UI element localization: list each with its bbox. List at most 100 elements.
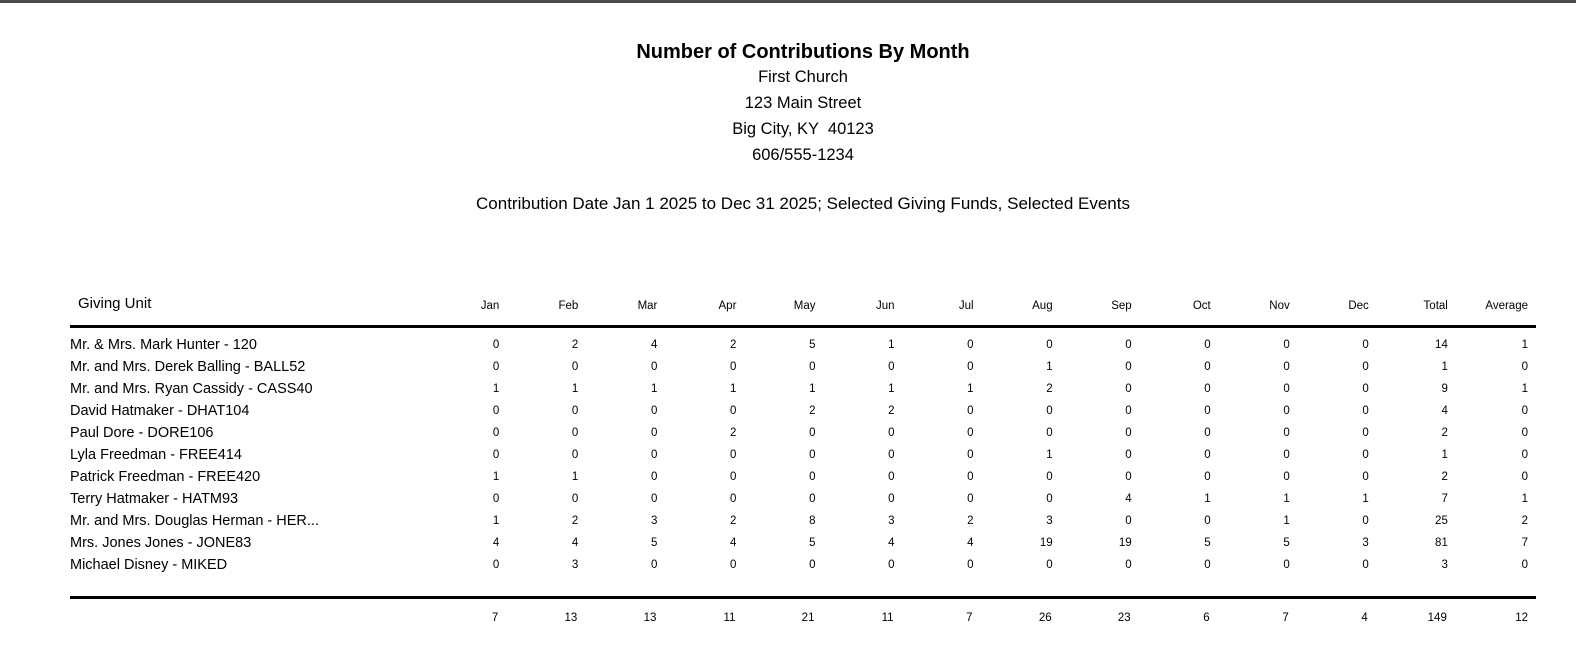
column-total-cell: 12: [1447, 596, 1536, 626]
table-row: Michael Disney - MIKED 0 3 0 0 0 0 0 0 0 0 0 0 3 0: [70, 554, 1536, 598]
value-cell: 3: [650, 515, 658, 527]
value-cell: 0: [1283, 471, 1290, 483]
column-header-feb: Feb: [499, 295, 579, 328]
value-cell: 1: [967, 383, 974, 395]
value-cell: 3: [888, 515, 895, 527]
value-cell: 0: [730, 559, 737, 571]
column-total-cell: 13: [499, 596, 579, 626]
value-cell: 7: [1441, 493, 1448, 505]
value-cell: 4: [1125, 493, 1132, 505]
giving-unit-name: Mr. and Mrs. Derek Balling - BALL52: [70, 359, 306, 375]
report-page: Number of Contributions By Month First C…: [70, 40, 1536, 626]
value-cell: 4: [492, 537, 500, 549]
value-cell: 0: [1125, 339, 1132, 351]
value-cell: 0: [492, 339, 500, 351]
value-cell: 4: [1441, 405, 1448, 417]
value-cell: 19: [1118, 537, 1132, 549]
column-total-cell: 21: [736, 596, 816, 626]
value-cell: 0: [967, 493, 974, 505]
value-cell: 0: [1521, 361, 1528, 373]
value-cell: 1: [1204, 493, 1211, 505]
value-cell: 1: [730, 383, 737, 395]
column-header-mar: Mar: [578, 295, 658, 328]
giving-unit-name: David Hatmaker - DHAT104: [70, 403, 250, 419]
column-header-aug: Aug: [973, 295, 1053, 328]
value-cell: 0: [1521, 449, 1528, 461]
value-cell: 0: [1362, 427, 1369, 439]
value-cell: 14: [1435, 339, 1448, 351]
column-total-cell: 6: [1131, 596, 1211, 626]
value-cell: 0: [1283, 405, 1290, 417]
window-top-edge: [0, 0, 1576, 3]
value-cell: 5: [809, 537, 816, 549]
report-header: Number of Contributions By Month First C…: [70, 40, 1536, 214]
value-cell: 0: [809, 449, 816, 461]
value-cell: 2: [730, 427, 737, 439]
column-header-may: May: [736, 295, 816, 328]
value-cell: 25: [1435, 515, 1448, 527]
value-cell: 0: [1125, 427, 1132, 439]
value-cell: 1: [492, 383, 500, 395]
table-row: Patrick Freedman - FREE420 1 1 0 0 0 0 0 0 0 0 0 0 2 0: [70, 466, 1536, 488]
column-total-cell: 149: [1368, 596, 1448, 626]
value-cell: 5: [1283, 537, 1290, 549]
value-cell: 2: [571, 339, 579, 351]
value-cell: 2: [1521, 515, 1528, 527]
value-cell: 0: [650, 559, 658, 571]
value-cell: 1: [1362, 493, 1369, 505]
contributions-table: Giving Unit Jan Feb Mar Apr May Jun Jul Aug Sep O…: [70, 295, 1536, 626]
value-cell: 0: [888, 427, 895, 439]
report-criteria: Contribution Date Jan 1 2025 to Dec 31 2…: [476, 194, 1130, 213]
value-cell: 0: [1362, 515, 1369, 527]
value-cell: 0: [492, 559, 500, 571]
value-cell: 1: [1441, 361, 1448, 373]
giving-unit-name: Mr. & Mrs. Mark Hunter - 120: [70, 337, 257, 353]
value-cell: 0: [1204, 339, 1211, 351]
report-title: Number of Contributions By Month: [636, 41, 970, 63]
value-cell: 0: [1521, 427, 1528, 439]
value-cell: 0: [571, 361, 579, 373]
value-cell: 4: [888, 537, 895, 549]
column-header-jun: Jun: [815, 295, 895, 328]
value-cell: 2: [888, 405, 895, 417]
table-body: Mr. & Mrs. Mark Hunter - 120 0 2 4 2 5 1 0 0 0 0 0 0…: [70, 327, 1536, 598]
column-header-dec: Dec: [1289, 295, 1369, 328]
value-cell: 0: [571, 427, 579, 439]
value-cell: 0: [809, 427, 816, 439]
value-cell: 0: [1125, 515, 1132, 527]
column-header-apr: Apr: [657, 295, 737, 328]
column-total-cell: 7: [420, 596, 500, 626]
value-cell: 0: [650, 405, 658, 417]
value-cell: 0: [1125, 383, 1132, 395]
value-cell: 1: [571, 383, 579, 395]
value-cell: 5: [1204, 537, 1211, 549]
value-cell: 0: [730, 471, 737, 483]
value-cell: 3: [1046, 515, 1053, 527]
column-total-cell: 4: [1289, 596, 1369, 626]
value-cell: 0: [1204, 449, 1211, 461]
table-row: Mr. & Mrs. Mark Hunter - 120 0 2 4 2 5 1 0 0 0 0 0 0…: [70, 327, 1536, 357]
table-row: Paul Dore - DORE106 0 0 0 2 0 0 0 0 0 0 0 0 2 0: [70, 422, 1536, 444]
value-cell: 1: [888, 383, 895, 395]
value-cell: 0: [888, 493, 895, 505]
giving-unit-column-header: Giving Unit: [70, 295, 421, 328]
table-row: Mrs. Jones Jones - JONE83 4 4 5 4 5 4 4 19 19 5 5 3 8…: [70, 532, 1536, 554]
value-cell: 0: [1046, 405, 1053, 417]
totals-row-spacer: [70, 596, 421, 626]
value-cell: 0: [492, 449, 500, 461]
organization-name: First Church: [758, 68, 848, 86]
column-total-cell: 11: [815, 596, 895, 626]
value-cell: 4: [967, 537, 974, 549]
value-cell: 1: [492, 515, 500, 527]
value-cell: 0: [1283, 339, 1290, 351]
value-cell: 1: [1441, 449, 1448, 461]
value-cell: 0: [967, 361, 974, 373]
table-header: Giving Unit Jan Feb Mar Apr May Jun Jul Aug Sep O…: [70, 295, 1536, 328]
value-cell: 0: [571, 449, 579, 461]
value-cell: 5: [650, 537, 658, 549]
value-cell: 0: [730, 493, 737, 505]
value-cell: 1: [809, 383, 816, 395]
value-cell: 0: [809, 559, 816, 571]
giving-unit-name: Terry Hatmaker - HATM93: [70, 491, 239, 507]
value-cell: 0: [809, 471, 816, 483]
